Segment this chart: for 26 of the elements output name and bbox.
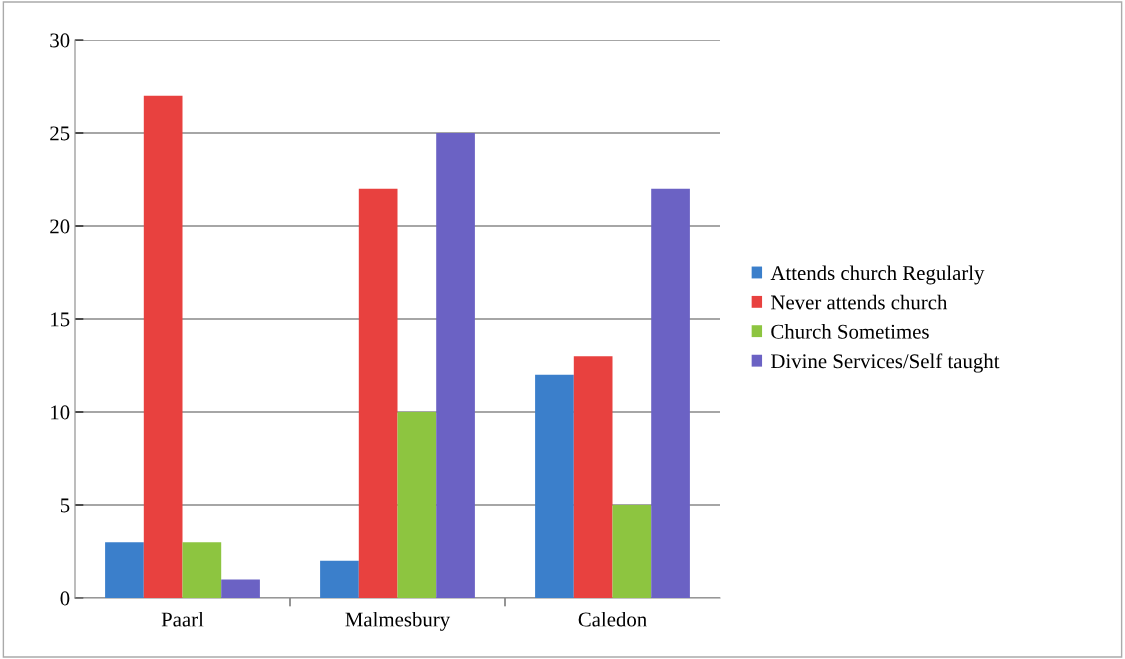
y-tick-label: 25 xyxy=(50,126,70,141)
y-tick-label: 0 xyxy=(60,591,70,606)
bar xyxy=(436,133,475,598)
legend-label: Divine Services/Self taught xyxy=(771,353,1000,373)
y-tick-label: 20 xyxy=(50,219,70,234)
x-tick-label: Paarl xyxy=(161,611,204,627)
y-tick-label: 15 xyxy=(51,312,70,327)
legend-label: Attends church Regularly xyxy=(770,265,985,285)
bar xyxy=(143,95,183,598)
bar xyxy=(397,412,437,598)
x-tick-label: Malmesbury xyxy=(345,611,451,631)
bar xyxy=(573,356,613,598)
x-tick-label: Caledon xyxy=(578,611,647,627)
bar xyxy=(358,188,398,598)
legend-label: Never attends church xyxy=(771,294,948,310)
y-tick-label: 30 xyxy=(50,33,70,48)
bar xyxy=(535,374,574,598)
bar xyxy=(651,188,690,598)
y-tick-label: 5 xyxy=(60,498,70,513)
bar xyxy=(612,505,652,598)
bar xyxy=(221,579,260,598)
legend-label: Church Sometimes xyxy=(771,324,929,339)
bar xyxy=(182,542,222,598)
y-tick-label: 10 xyxy=(51,405,70,420)
bar xyxy=(320,560,359,598)
bar xyxy=(105,542,144,598)
